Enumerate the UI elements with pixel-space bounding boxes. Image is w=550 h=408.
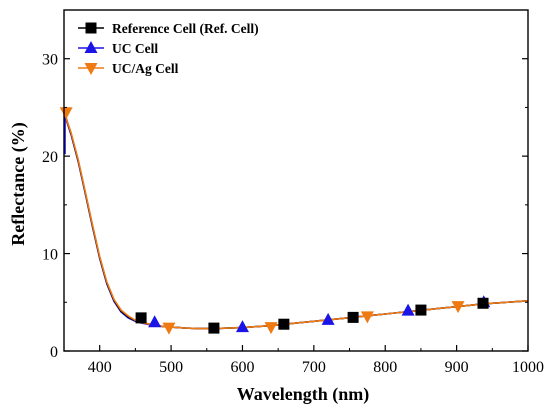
x-tick-label: 700 — [302, 359, 326, 376]
y-tick-label: 0 — [50, 344, 58, 361]
x-tick-label: 500 — [159, 359, 183, 376]
legend: Reference Cell (Ref. Cell) UC Cell UC/Ag C… — [78, 21, 259, 76]
x-axis-title: Wavelength (nm) — [237, 384, 370, 405]
legend-label: Reference Cell (Ref. Cell) — [112, 21, 259, 36]
data-point-square — [278, 318, 290, 330]
data-point-triangle-up — [235, 320, 249, 333]
y-tick-label: 10 — [42, 247, 58, 264]
x-tick-label: 900 — [445, 359, 469, 376]
y-tick-label: 20 — [42, 149, 58, 166]
data-point-triangle-down — [59, 107, 73, 120]
x-tick-label: 1000 — [512, 359, 544, 376]
data-point-square — [208, 322, 220, 334]
data-point-triangle-up — [148, 315, 162, 328]
data-point-square — [347, 311, 359, 323]
data-point-square — [135, 312, 147, 324]
x-tick-label: 400 — [88, 359, 112, 376]
plot-frame — [63, 9, 529, 352]
data-point-triangle-down — [360, 311, 374, 324]
data-point-triangle-down — [264, 322, 278, 335]
legend-marker-triangle-down — [84, 63, 98, 75]
x-tick-label: 800 — [373, 359, 397, 376]
data-point-triangle-down — [451, 301, 465, 314]
y-axis-title: Reflectance (%) — [8, 122, 29, 245]
plot-series — [59, 107, 529, 335]
series-line-2 — [63, 112, 529, 330]
data-point-square — [477, 297, 489, 309]
series-line-0 — [63, 111, 529, 330]
legend-label: UC/Ag Cell — [112, 61, 179, 76]
x-axis: 400 500 600 700 800 900 1000 — [63, 345, 544, 376]
x-tick-label: 600 — [230, 359, 254, 376]
y-axis: 0 10 20 30 — [42, 52, 528, 361]
y-tick-label: 30 — [42, 52, 58, 69]
data-point-square — [415, 304, 427, 316]
legend-marker-square — [85, 22, 97, 34]
data-point-triangle-down — [162, 322, 176, 335]
data-point-triangle-up — [321, 312, 335, 325]
data-point-triangle-up — [401, 303, 415, 316]
legend-marker-triangle-up — [84, 41, 98, 53]
series-line-1 — [63, 113, 529, 330]
legend-label: UC Cell — [112, 41, 158, 56]
